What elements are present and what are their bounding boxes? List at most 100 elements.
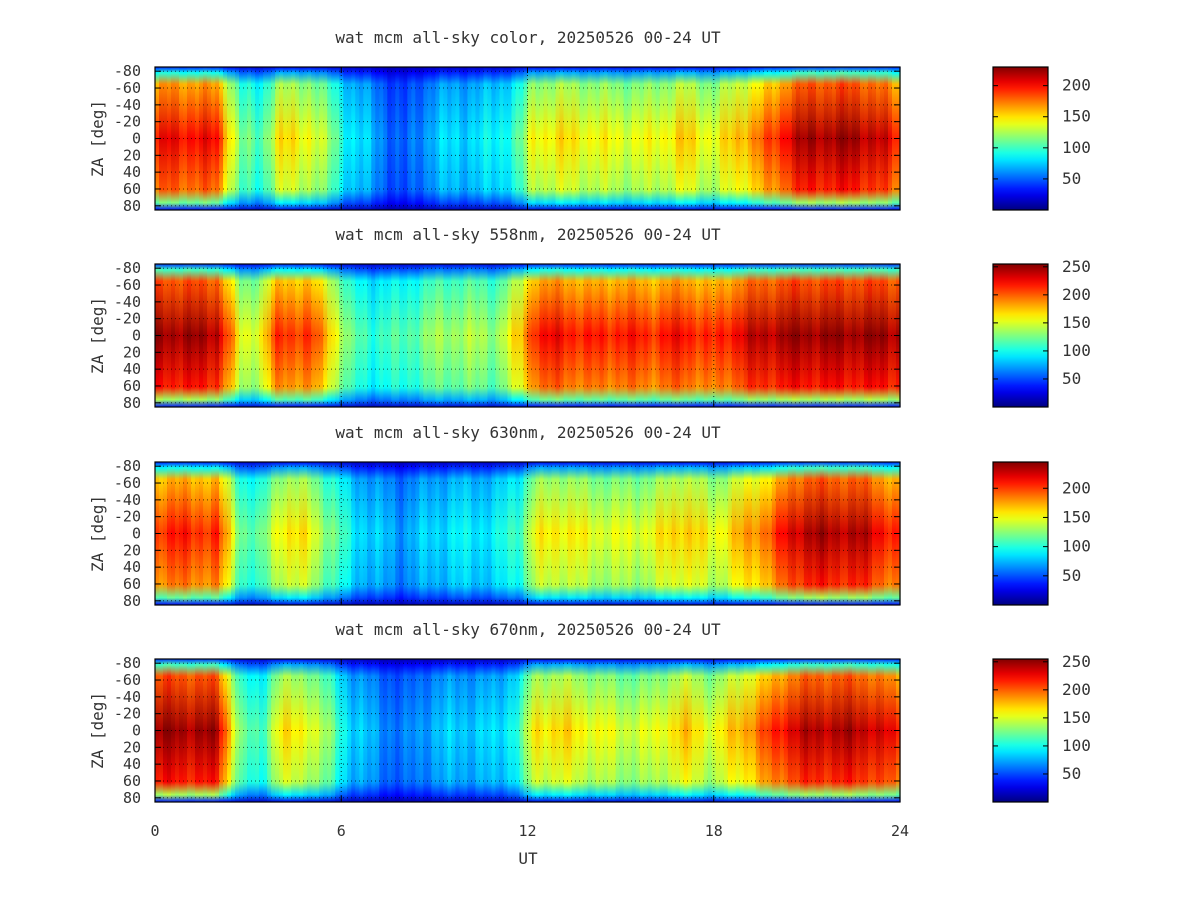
heatmap-column <box>555 659 561 802</box>
heatmap-column <box>523 67 529 210</box>
heatmap-column <box>359 264 364 407</box>
heatmap-column <box>655 462 661 605</box>
colorbar-gradient <box>992 658 1049 803</box>
heatmap-column <box>363 462 368 605</box>
heatmap-column <box>779 67 785 210</box>
heatmap-column <box>323 659 328 802</box>
heatmap-column <box>415 67 420 210</box>
heatmap-column <box>827 264 833 407</box>
heatmap-column <box>175 659 180 802</box>
heatmap-column <box>591 264 597 407</box>
heatmap-column <box>427 264 432 407</box>
heatmap-column <box>615 462 621 605</box>
heatmap-column <box>803 67 809 210</box>
heatmap-column <box>251 67 256 210</box>
heatmap-column <box>887 462 893 605</box>
heatmap-column <box>291 659 296 802</box>
heatmap-column <box>399 264 404 407</box>
y-tick-label: 20 <box>123 541 141 559</box>
heatmap-column <box>351 264 356 407</box>
heatmap-column <box>659 659 665 802</box>
heatmap-column <box>531 67 537 210</box>
heatmap-column <box>511 462 517 605</box>
heatmap-column <box>215 659 220 802</box>
heatmap-column <box>867 67 873 210</box>
heatmap-column <box>319 659 324 802</box>
heatmap-column <box>787 264 793 407</box>
heatmap-column <box>479 462 485 605</box>
heatmap-column <box>251 659 256 802</box>
heatmap-column <box>691 264 697 407</box>
heatmap-column <box>175 67 180 210</box>
heatmap-column <box>603 264 609 407</box>
heatmap-column <box>587 659 593 802</box>
heatmap-column <box>691 462 697 605</box>
heatmap-column <box>199 659 204 802</box>
colorbar-tick-label: 250 <box>1062 652 1091 671</box>
heatmap-column <box>399 462 404 605</box>
heatmap-column <box>695 659 701 802</box>
heatmap-column <box>771 264 777 407</box>
heatmap-column <box>595 659 601 802</box>
heatmap-column <box>779 659 785 802</box>
heatmap-column <box>695 462 701 605</box>
heatmap-column <box>851 462 857 605</box>
heatmap-column <box>355 659 360 802</box>
heatmap-column <box>703 659 709 802</box>
heatmap-column <box>223 67 228 210</box>
heatmap-column <box>775 67 781 210</box>
heatmap-column <box>415 659 420 802</box>
heatmap-column <box>827 659 833 802</box>
heatmap-column <box>439 462 444 605</box>
heatmap-column <box>239 462 244 605</box>
heatmap-column <box>819 462 825 605</box>
heatmap-column <box>791 67 797 210</box>
heatmap-column <box>235 659 240 802</box>
heatmap-column <box>211 264 216 407</box>
heatmap-column <box>543 67 549 210</box>
heatmap-column <box>767 67 773 210</box>
heatmap-column <box>303 659 308 802</box>
heatmap-column <box>723 462 729 605</box>
heatmap-column <box>699 659 705 802</box>
heatmap-column <box>487 659 493 802</box>
heatmap-column <box>423 67 428 210</box>
heatmap-column <box>575 67 581 210</box>
heatmap-column <box>459 659 465 802</box>
y-tick-label: -20 <box>114 113 141 131</box>
colorbar-tick-label: 150 <box>1062 107 1091 126</box>
heatmap-column <box>827 462 833 605</box>
heatmap-column <box>527 67 533 210</box>
heatmap-column <box>711 67 717 210</box>
heatmap-column <box>811 462 817 605</box>
colorbar-gradient <box>992 263 1049 408</box>
y-tick-label: 80 <box>123 394 141 412</box>
heatmap-column <box>555 462 561 605</box>
heatmap-column <box>819 264 825 407</box>
heatmap-column <box>639 67 645 210</box>
heatmap-column <box>855 462 861 605</box>
heatmap-column <box>547 659 553 802</box>
y-tick-label: 40 <box>123 755 141 773</box>
heatmap-column <box>803 659 809 802</box>
heatmap-column <box>843 264 849 407</box>
y-axis-label: ZA [deg] <box>88 692 107 769</box>
heatmap-column <box>339 67 344 210</box>
heatmap-panel: wat mcm all-sky color, 20250526 00-24 UT… <box>88 28 1091 215</box>
heatmap-column <box>691 659 697 802</box>
heatmap-column <box>495 659 501 802</box>
colorbar-tick-label: 50 <box>1062 369 1081 388</box>
heatmap-column <box>735 462 741 605</box>
heatmap-column <box>271 264 276 407</box>
heatmap-column <box>459 67 465 210</box>
heatmap-column <box>267 659 272 802</box>
panel-title: wat mcm all-sky 630nm, 20250526 00-24 UT <box>335 423 721 442</box>
heatmap-column <box>839 264 845 407</box>
heatmap-column <box>747 264 753 407</box>
y-axis-label: ZA [deg] <box>88 100 107 177</box>
heatmap-column <box>331 264 336 407</box>
heatmap-column <box>339 462 344 605</box>
heatmap-column <box>547 67 553 210</box>
heatmap-column <box>179 264 184 407</box>
x-tick-label: 24 <box>891 822 909 840</box>
